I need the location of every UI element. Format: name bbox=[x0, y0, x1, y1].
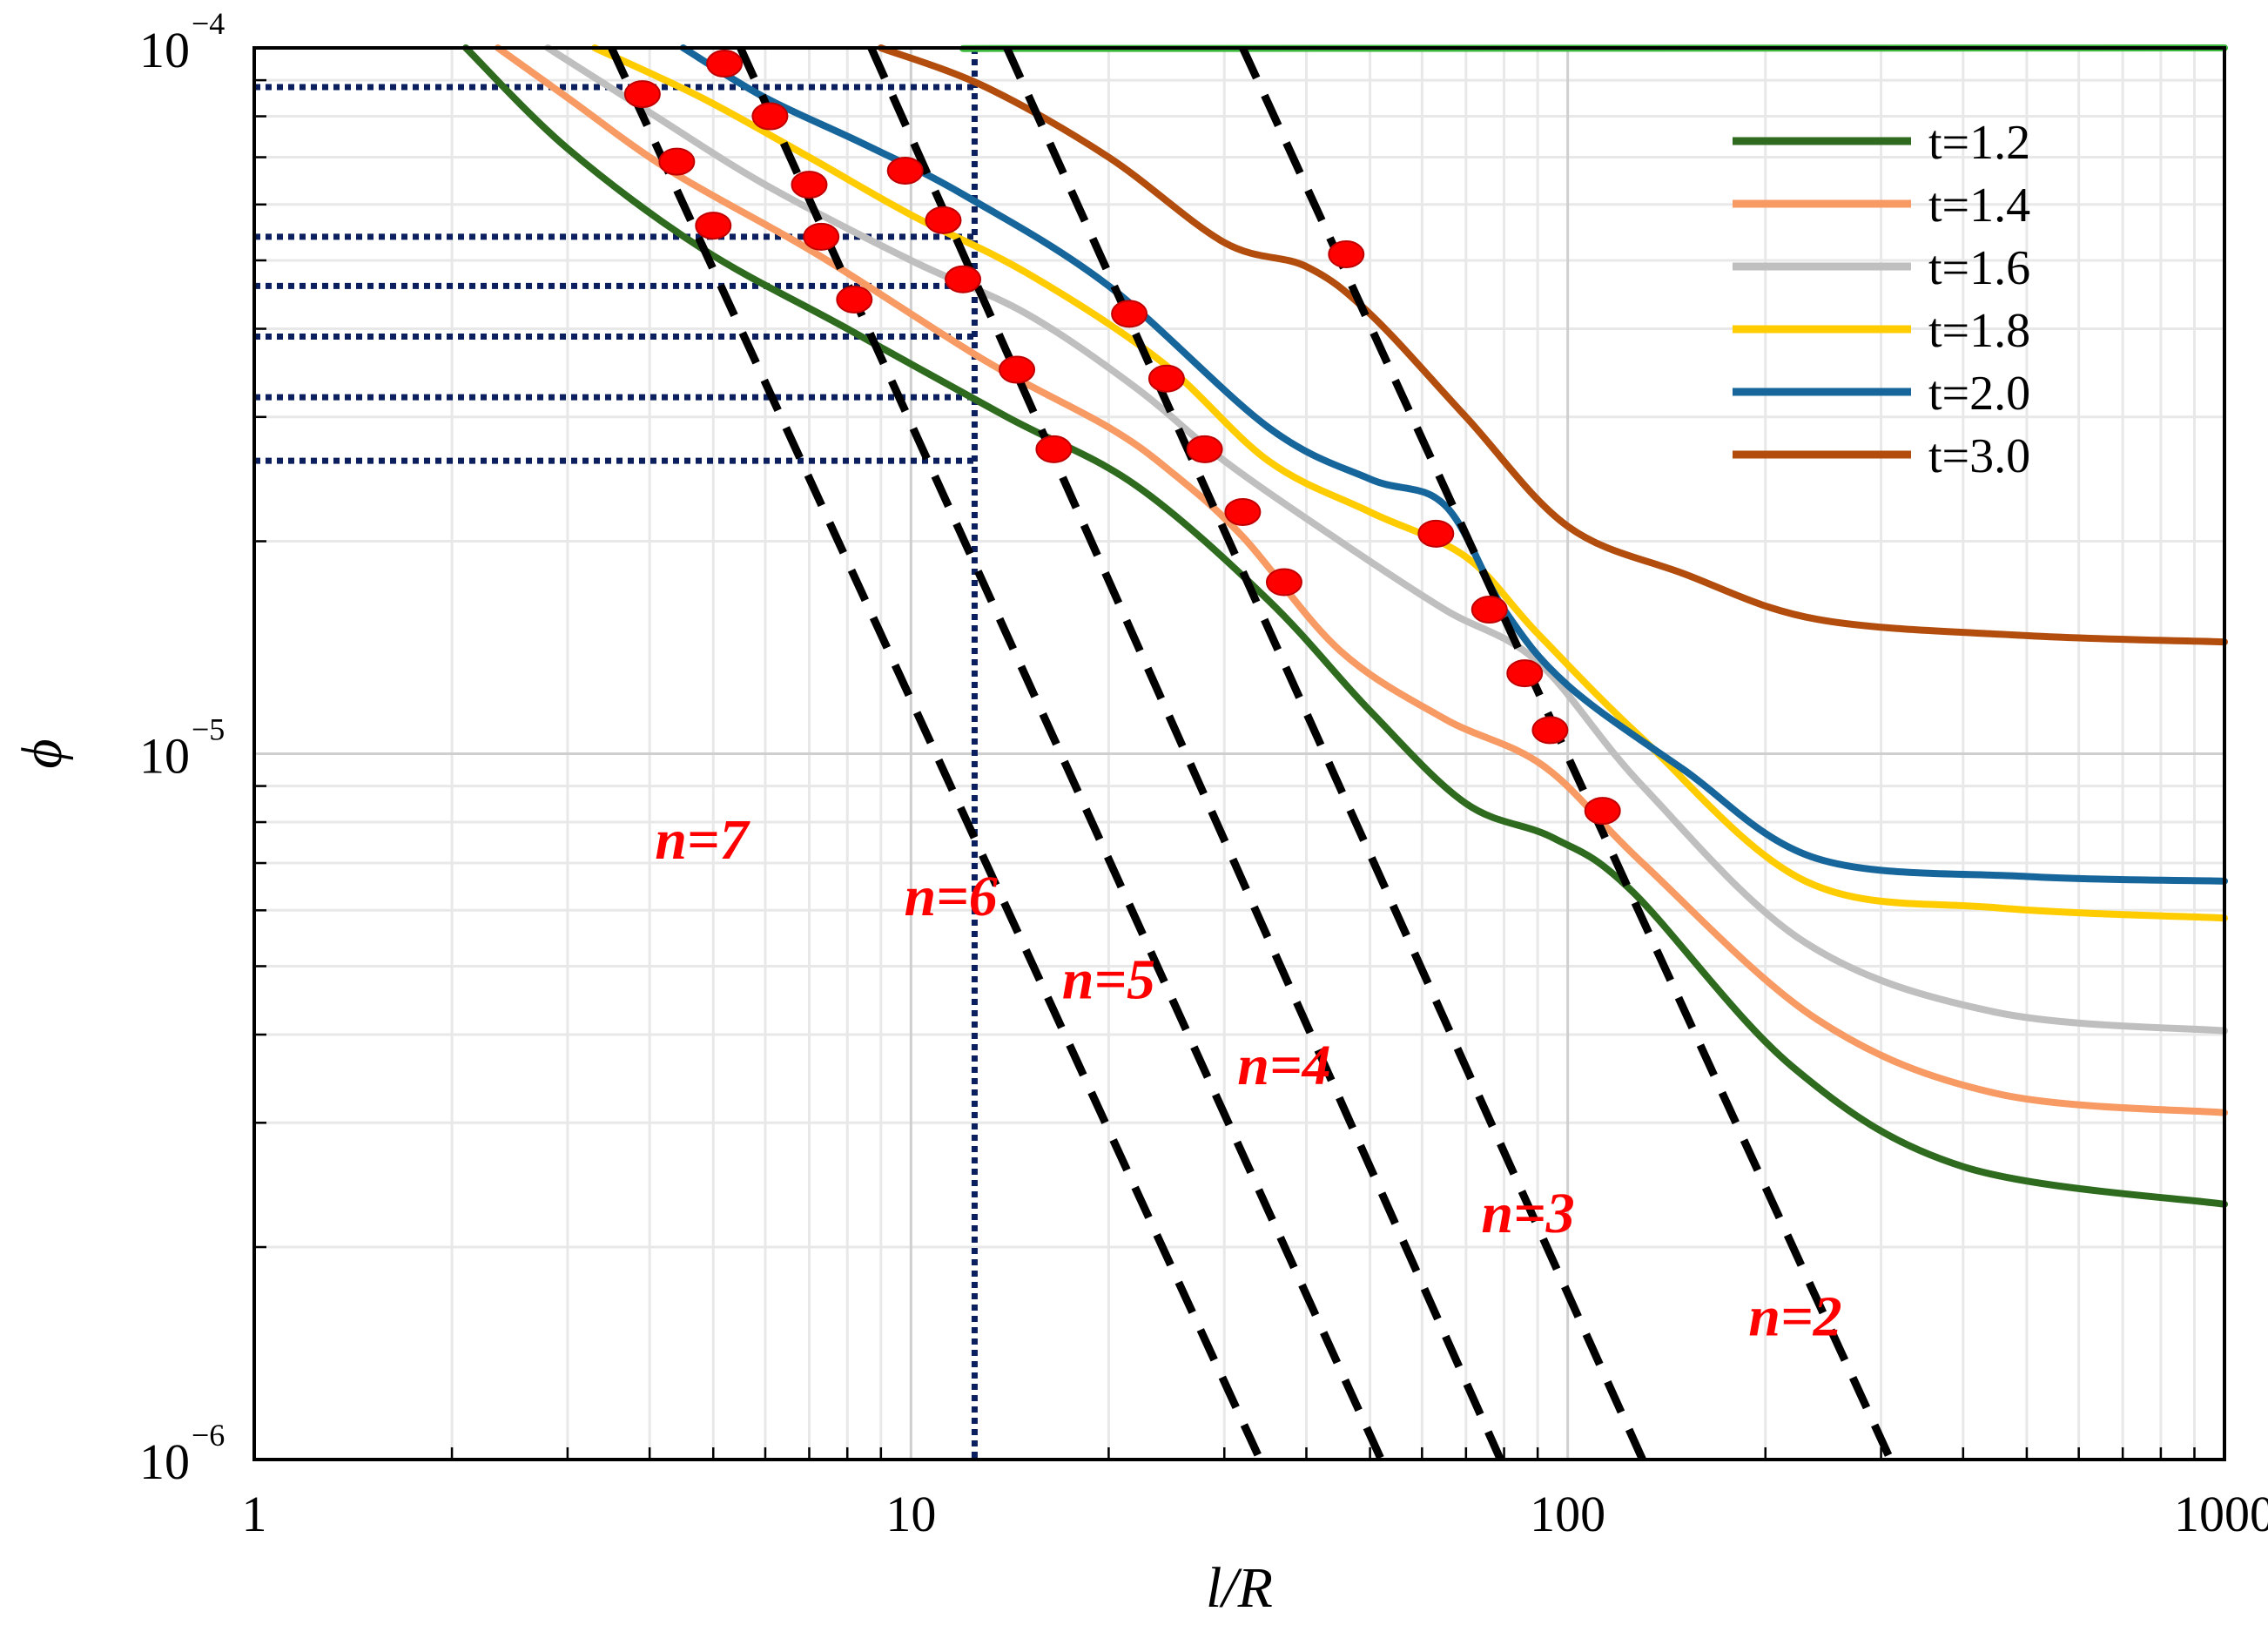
n-label-n2: n=2 bbox=[1748, 1284, 1841, 1348]
x-tick-label: 100 bbox=[1530, 1486, 1605, 1542]
crossing-marker bbox=[695, 212, 732, 240]
crossing-marker bbox=[623, 80, 661, 109]
crossing-marker bbox=[999, 355, 1036, 384]
crossing-marker bbox=[1147, 364, 1185, 393]
legend-label: t=1.8 bbox=[1928, 304, 2030, 358]
n-labels: n=7 n=6 n=5 n=4 n=3 n=2 bbox=[655, 808, 1841, 1348]
crossing-marker bbox=[1035, 435, 1073, 463]
x-tick-label: 10 bbox=[885, 1486, 936, 1542]
y-tick-base: 10 bbox=[139, 728, 190, 785]
legend-label: t=3.0 bbox=[1928, 429, 2030, 483]
y-tick-base: 10 bbox=[139, 1433, 190, 1490]
crossing-marker bbox=[1186, 435, 1223, 463]
y-tick-exponent: −5 bbox=[192, 712, 225, 747]
crossing-markers bbox=[623, 50, 1621, 826]
crossing-marker bbox=[1584, 797, 1621, 826]
series-line-t-1-6 bbox=[544, 44, 2228, 1035]
crossing-marker bbox=[751, 102, 789, 131]
crossing-marker bbox=[1531, 716, 1569, 745]
legend-item: t=1.8 bbox=[1733, 304, 2030, 358]
crossing-marker bbox=[925, 206, 962, 234]
y-tick-label: 10 −6 bbox=[139, 1418, 225, 1490]
crossing-marker bbox=[803, 222, 840, 251]
n-label-n5: n=5 bbox=[1062, 948, 1155, 1012]
crossing-marker bbox=[1470, 596, 1508, 624]
crossing-marker bbox=[1265, 568, 1302, 597]
x-tick-label: 1000 bbox=[2174, 1486, 2268, 1542]
legend-label: t=1.4 bbox=[1928, 179, 2030, 233]
legend-item: t=1.4 bbox=[1733, 179, 2030, 233]
series-line-t-3-0 bbox=[877, 44, 2228, 646]
crossing-marker bbox=[791, 171, 828, 199]
series-line-t-1-8 bbox=[591, 44, 2228, 922]
series-line-t-1-2 bbox=[462, 44, 2228, 1208]
crossing-marker bbox=[1111, 300, 1148, 328]
x-tick-label: 1 bbox=[242, 1486, 267, 1542]
plot-frame bbox=[252, 46, 2226, 1461]
n-label-n6: n=6 bbox=[904, 865, 997, 928]
legend: t=1.2 t=1.4 t=1.6 t=1.8 t=2.0 t=3.0 bbox=[1733, 116, 2030, 483]
legend-label: t=1.2 bbox=[1928, 116, 2030, 170]
y-tick-label: 10 −4 bbox=[139, 6, 225, 78]
crossing-marker bbox=[1224, 497, 1262, 526]
y-tick-exponent: −6 bbox=[192, 1418, 225, 1453]
legend-label: t=2.0 bbox=[1928, 367, 2030, 421]
legend-item: t=1.2 bbox=[1733, 116, 2030, 170]
crossing-marker bbox=[836, 285, 873, 314]
n-label-n4: n=4 bbox=[1237, 1034, 1330, 1097]
n-label-n3: n=3 bbox=[1481, 1182, 1574, 1245]
crossing-marker bbox=[706, 50, 744, 78]
x-axis-title: l/R bbox=[1206, 1556, 1273, 1620]
legend-item: t=2.0 bbox=[1733, 367, 2030, 421]
crossing-marker bbox=[886, 156, 924, 185]
y-axis-title: ϕ bbox=[10, 738, 74, 768]
legend-item: t=3.0 bbox=[1733, 429, 2030, 483]
y-tick-base: 10 bbox=[139, 22, 190, 78]
crossing-marker bbox=[1417, 519, 1455, 548]
legend-label: t=1.6 bbox=[1928, 241, 2030, 295]
y-tick-label: 10 −5 bbox=[139, 712, 225, 785]
n-label-n7: n=7 bbox=[655, 808, 750, 872]
crossing-marker bbox=[658, 147, 696, 176]
crossing-marker bbox=[1506, 659, 1544, 688]
crossing-marker bbox=[1328, 240, 1365, 269]
legend-item: t=1.6 bbox=[1733, 241, 2030, 295]
y-tick-exponent: −4 bbox=[192, 6, 225, 41]
crossing-marker bbox=[945, 265, 982, 293]
